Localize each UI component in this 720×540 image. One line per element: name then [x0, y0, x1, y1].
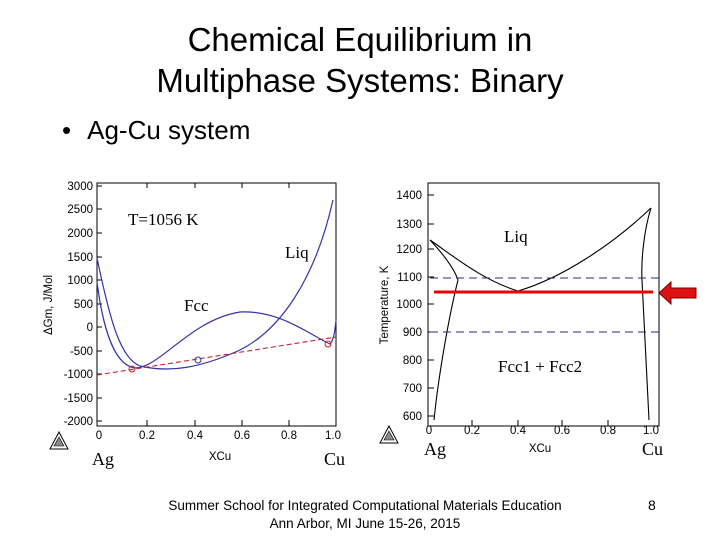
y-tick: 700	[403, 383, 422, 395]
slide-title-line2: Multiphase Systems: Binary	[156, 62, 564, 99]
liq-region-label: Liq	[504, 227, 528, 246]
x-tick: 0.4	[187, 430, 204, 442]
y-tick: -2000	[64, 416, 93, 428]
y-tick: 1300	[396, 219, 422, 231]
x-tick-labels: 0 0.2 0.4 0.6 0.8 1.0	[426, 425, 659, 437]
thermo-logo-icon	[49, 430, 69, 450]
footer-line2: Ann Arbor, MI June 15-26, 2015	[269, 516, 461, 531]
y-tick: 1000	[67, 275, 93, 287]
x-tick: 0.2	[464, 425, 480, 437]
page-number: 8	[648, 497, 656, 513]
bullet-text: Ag-Cu system	[87, 115, 251, 145]
fcc-curve-label: Fcc	[184, 296, 209, 315]
y-tick-labels: 3000 2500 2000 1500 1000 500 0 -500 -100…	[64, 181, 93, 428]
y-tick: -1000	[64, 369, 93, 381]
footer-line1: Summer School for Integrated Computation…	[168, 498, 562, 513]
left-element-label: Ag	[424, 439, 446, 459]
x-tick: 0.6	[234, 430, 250, 442]
left-element-label: Ag	[92, 449, 114, 469]
solidus-right	[641, 207, 652, 281]
y-tick: 500	[74, 299, 93, 311]
bullet-dot-icon: •	[62, 115, 72, 145]
y-tick: -1500	[64, 393, 93, 405]
plot-frame	[427, 182, 660, 427]
footer: Summer School for Integrated Computation…	[150, 497, 580, 533]
y-tick: 1500	[67, 252, 93, 264]
y-axis-label: Temperature, K	[379, 265, 391, 344]
x-tick: 1.0	[325, 430, 341, 442]
x-tick: 0.6	[554, 425, 570, 437]
x-tick: 1.0	[643, 425, 659, 437]
y-tick: 1100	[397, 272, 422, 284]
tangent-point-marker	[128, 365, 136, 373]
liq-curve-label: Liq	[285, 243, 309, 262]
x-tick-labels: 0 0.2 0.4 0.6 0.8 1.0	[96, 430, 341, 442]
liquidus-line	[429, 207, 652, 292]
solvus-left	[433, 279, 459, 421]
temperature-annotation: T=1056 K	[128, 210, 199, 229]
phase-diagram-plot: 1400 1300 1200 1100 1000 900 800 700 600…	[379, 182, 663, 459]
tangent-point-marker	[324, 340, 332, 348]
y-tick: 2000	[67, 228, 93, 240]
x-tick: 0.4	[510, 425, 527, 437]
y-tick: 1000	[396, 299, 422, 311]
common-tangent-line	[96, 336, 337, 376]
y-tick: 3000	[67, 181, 93, 193]
solvus-right	[641, 279, 650, 421]
y-tick-labels: 1400 1300 1200 1100 1000 900 800 700 600	[396, 190, 422, 423]
x-axis-label: XCu	[209, 451, 231, 463]
x-tick: 0.2	[139, 430, 155, 442]
slide-title-line1: Chemical Equilibrium in	[187, 21, 533, 58]
x-tick: 0.8	[281, 430, 297, 442]
two-phase-region-label: Fcc1 + Fcc2	[498, 357, 582, 376]
x-tick: 0	[96, 430, 102, 442]
y-tick: 600	[403, 411, 422, 423]
y-tick: 1200	[396, 244, 422, 256]
gibbs-energy-plot: 3000 2500 2000 1500 1000 500 0 -500 -100…	[43, 181, 345, 469]
y-tick: -500	[70, 346, 93, 358]
solidus-left	[429, 239, 459, 281]
right-element-label: Cu	[642, 439, 663, 459]
y-tick: 800	[403, 355, 422, 367]
y-tick: 0	[87, 322, 93, 334]
x-tick: 0.8	[600, 425, 616, 437]
red-arrow-icon	[658, 280, 697, 306]
y-tick: 1400	[396, 190, 422, 202]
liquid-curve	[96, 199, 334, 370]
y-tick: 900	[403, 327, 422, 339]
x-axis-label: XCu	[529, 443, 551, 455]
fcc-curve	[96, 281, 337, 369]
tangent-point-marker	[194, 356, 202, 364]
y-axis-label: ΔGm, J/Mol	[43, 275, 55, 335]
right-element-label: Cu	[324, 449, 345, 469]
bullet-item: • Ag-Cu system	[62, 115, 250, 146]
thermo-logo-icon	[379, 424, 399, 444]
x-tick: 0	[426, 425, 432, 437]
y-tick: 2500	[67, 204, 93, 216]
